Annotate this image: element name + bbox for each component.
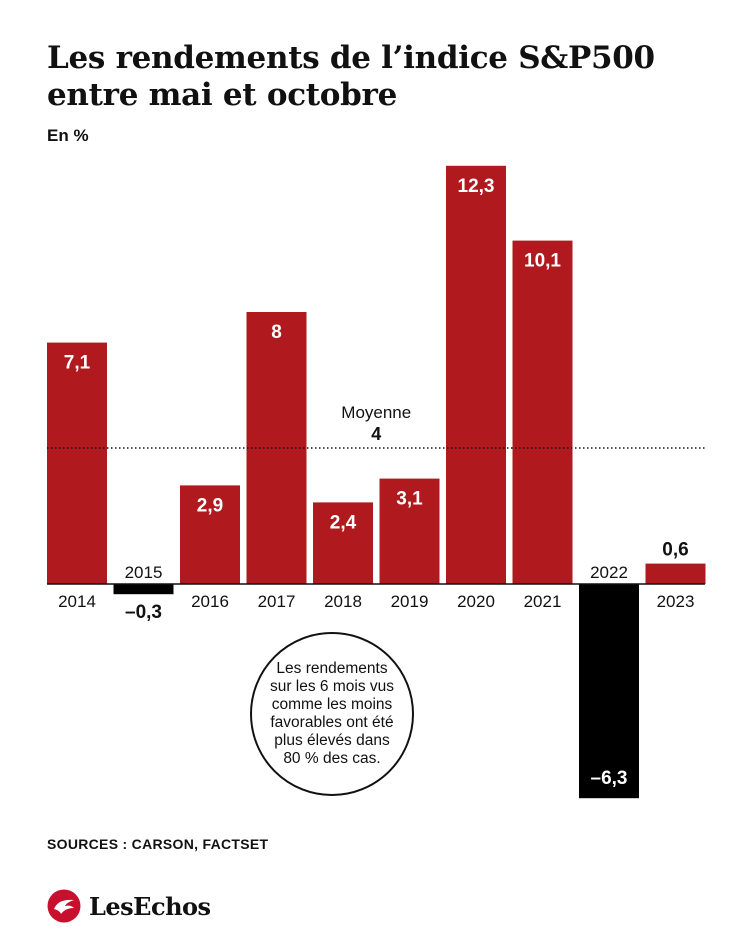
les-echos-logo-icon: [47, 889, 81, 923]
x-tick-label-2016: 2016: [191, 592, 229, 611]
x-tick-label-2018: 2018: [324, 592, 362, 611]
brand: LesEchos: [47, 888, 211, 924]
labels-group: 2014 7,1 2015 –0,3 2016 2,9 2017 8 2018 2,4 2019 3,…: [58, 176, 694, 789]
sources-credit: SOURCES : CARSON, FACTSET: [47, 836, 269, 852]
data-label-2019: 3,1: [396, 489, 423, 510]
bar-2023: [645, 563, 706, 584]
bar-2020: [446, 165, 506, 585]
brand-name: LesEchos: [89, 891, 211, 921]
chart-title: Les rendements de l’indice S&P500 entre …: [47, 40, 655, 113]
data-label-2023: 0,6: [662, 540, 688, 561]
bars-group: [47, 165, 706, 799]
bar-2014: [47, 342, 107, 584]
bar-chart: Moyenne 4 20147,12015–0,320162,920178201…: [47, 165, 706, 799]
callout-text: Les rendements sur les 6 mois vus comme …: [269, 660, 395, 767]
data-label-2021: 10,1: [524, 251, 561, 272]
bar-2019: [379, 478, 440, 584]
callout-bubble: Les rendements sur les 6 mois vus comme …: [250, 632, 414, 796]
x-tick-label-2014: 2014: [58, 592, 96, 611]
x-tick-label-2017: 2017: [258, 592, 296, 611]
unit-label: En %: [47, 126, 89, 145]
bar-2016: [180, 485, 240, 584]
x-tick-label-2020: 2020: [457, 592, 495, 611]
x-tick-label-2019: 2019: [391, 592, 429, 611]
bar-2021: [512, 240, 573, 584]
data-label-2018: 2,4: [330, 512, 357, 533]
data-label-2016: 2,9: [197, 495, 223, 516]
data-label-2017: 8: [271, 322, 282, 343]
bar-2018: [313, 502, 373, 584]
x-tick-label-2021: 2021: [524, 592, 562, 611]
x-tick-label-2015: 2015: [125, 563, 163, 582]
x-tick-label-2023: 2023: [657, 592, 695, 611]
bar-2022: [579, 584, 639, 799]
x-tick-label-2022: 2022: [590, 563, 628, 582]
data-label-2014: 7,1: [64, 353, 91, 374]
data-label-2020: 12,3: [458, 176, 495, 197]
average-value: 4: [371, 424, 381, 444]
bar-2015: [113, 584, 174, 595]
data-label-2015: –0,3: [125, 602, 162, 623]
average-label: Moyenne: [341, 403, 411, 422]
data-label-2022: –6,3: [591, 768, 628, 789]
